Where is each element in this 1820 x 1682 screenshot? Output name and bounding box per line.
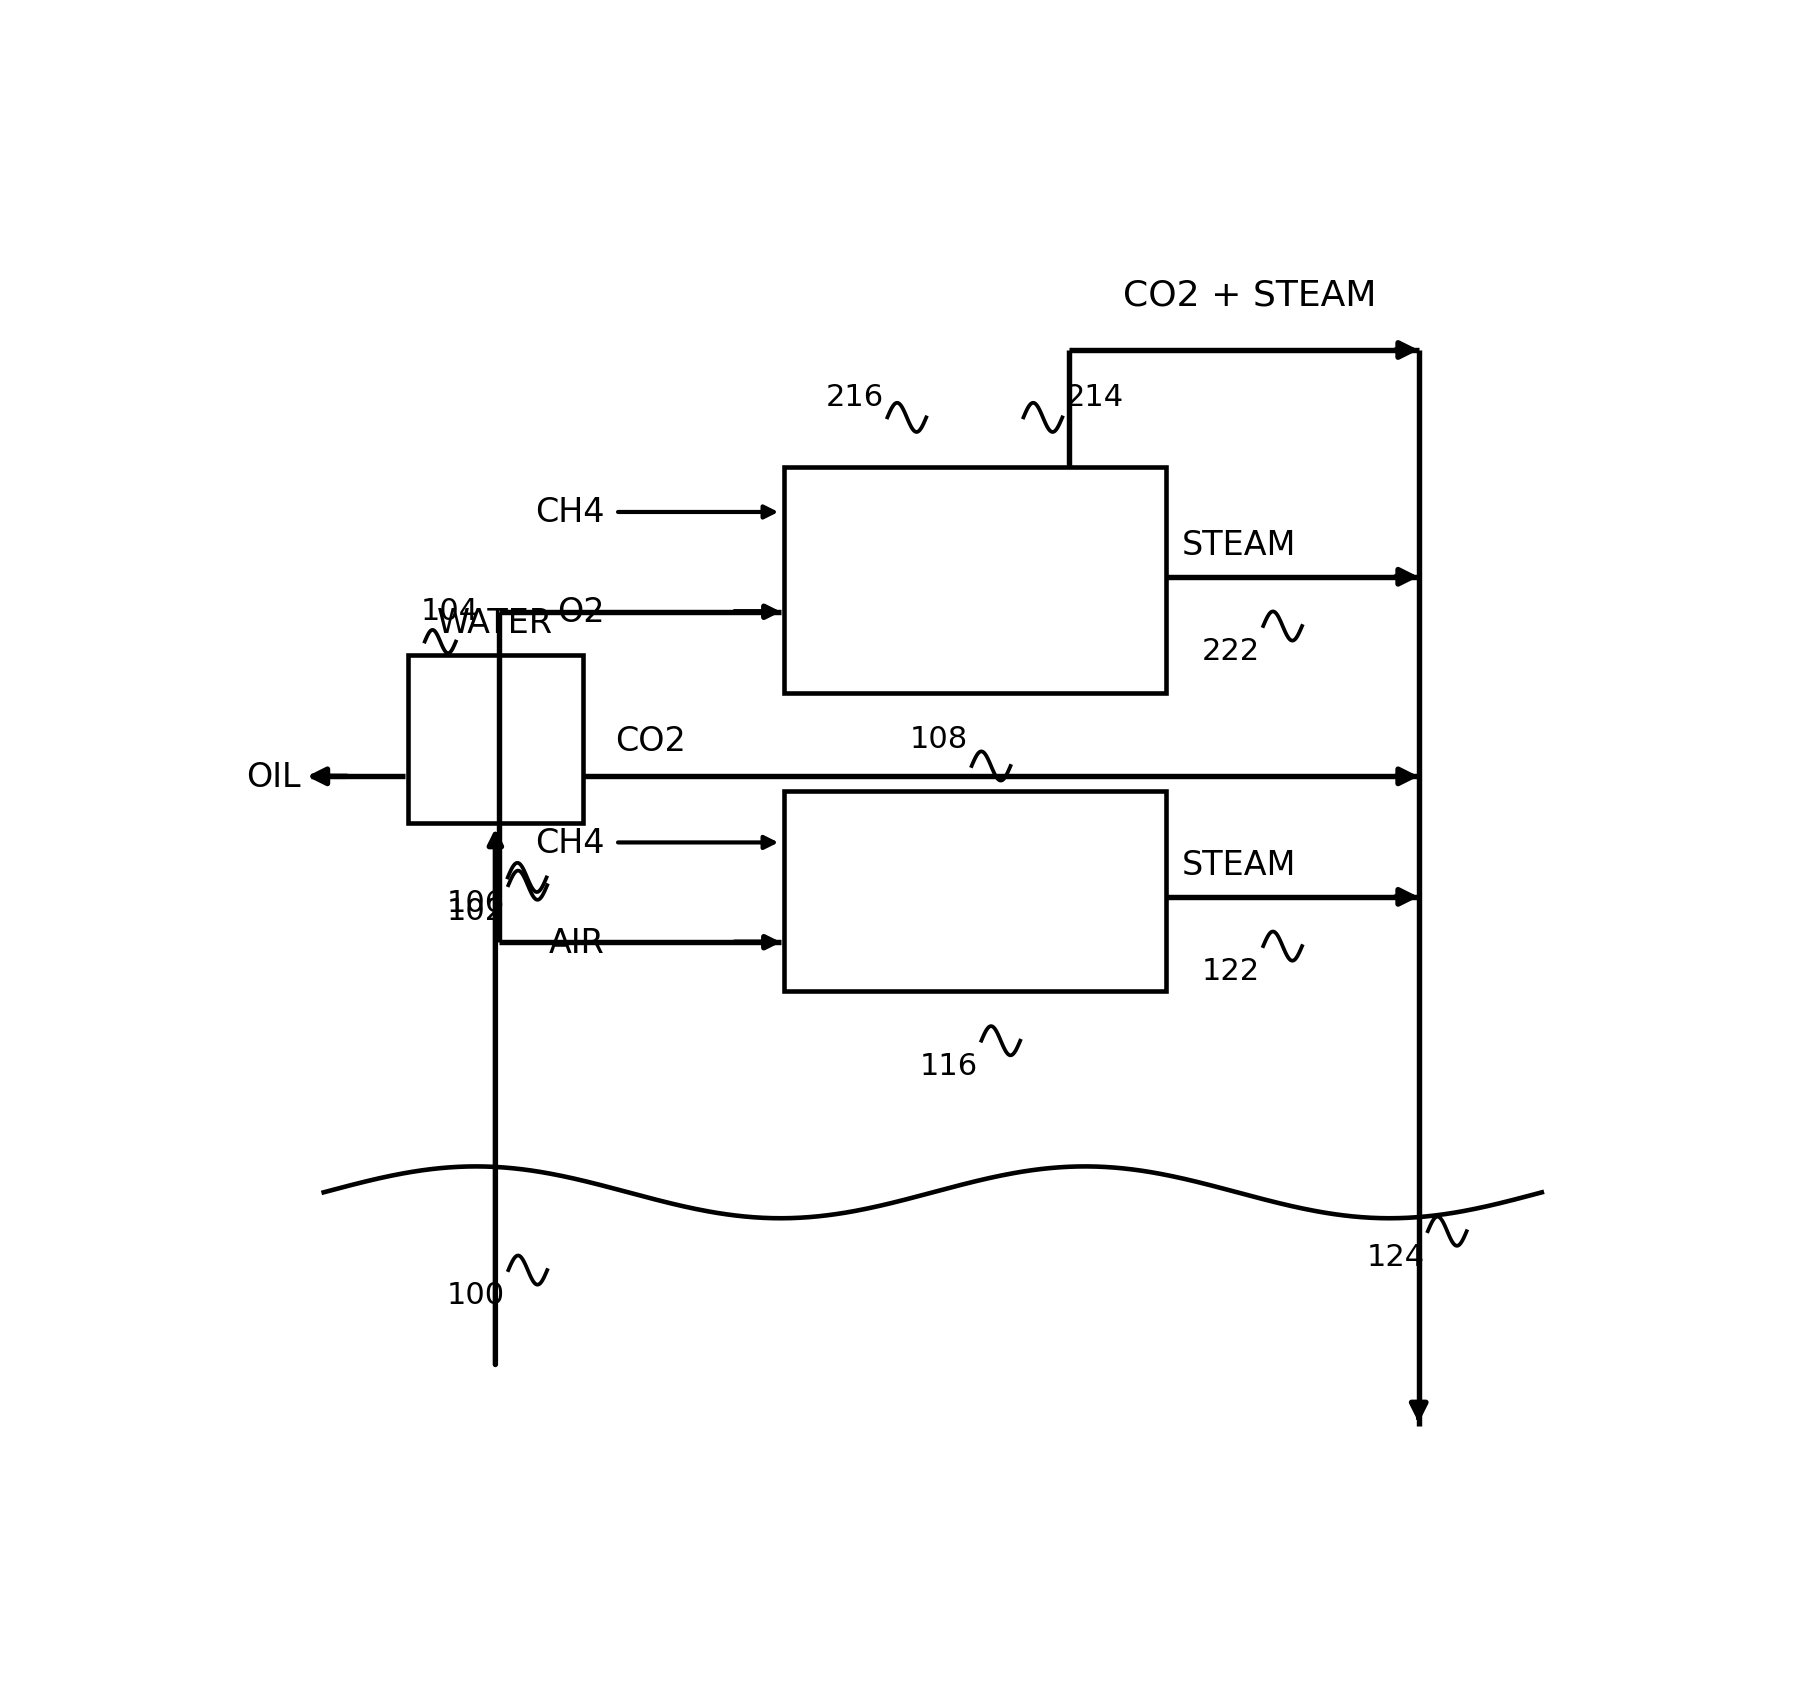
Text: O2: O2 — [557, 595, 604, 629]
Text: 216: 216 — [826, 383, 885, 412]
Text: STEAM: STEAM — [1181, 528, 1296, 562]
Text: WATER: WATER — [437, 607, 553, 639]
Text: 100: 100 — [448, 1280, 506, 1310]
Text: 108: 108 — [910, 725, 968, 754]
Text: 102: 102 — [448, 897, 506, 925]
Text: 222: 222 — [1201, 637, 1259, 666]
Text: 104: 104 — [420, 597, 479, 626]
Text: 214: 214 — [1065, 383, 1123, 412]
Text: CH4: CH4 — [535, 826, 604, 860]
Text: OIL: OIL — [246, 760, 300, 794]
Text: CO2 + STEAM: CO2 + STEAM — [1123, 278, 1378, 311]
Text: CH4: CH4 — [535, 496, 604, 530]
Bar — [408, 656, 582, 824]
Text: 124: 124 — [1367, 1241, 1425, 1272]
Text: 122: 122 — [1201, 957, 1259, 986]
Text: 116: 116 — [919, 1051, 977, 1080]
Text: STEAM: STEAM — [1181, 849, 1296, 881]
Bar — [784, 791, 1167, 992]
Text: AIR: AIR — [550, 927, 604, 959]
Bar — [784, 468, 1167, 695]
Text: 106: 106 — [446, 888, 504, 917]
Text: CO2: CO2 — [615, 725, 686, 757]
